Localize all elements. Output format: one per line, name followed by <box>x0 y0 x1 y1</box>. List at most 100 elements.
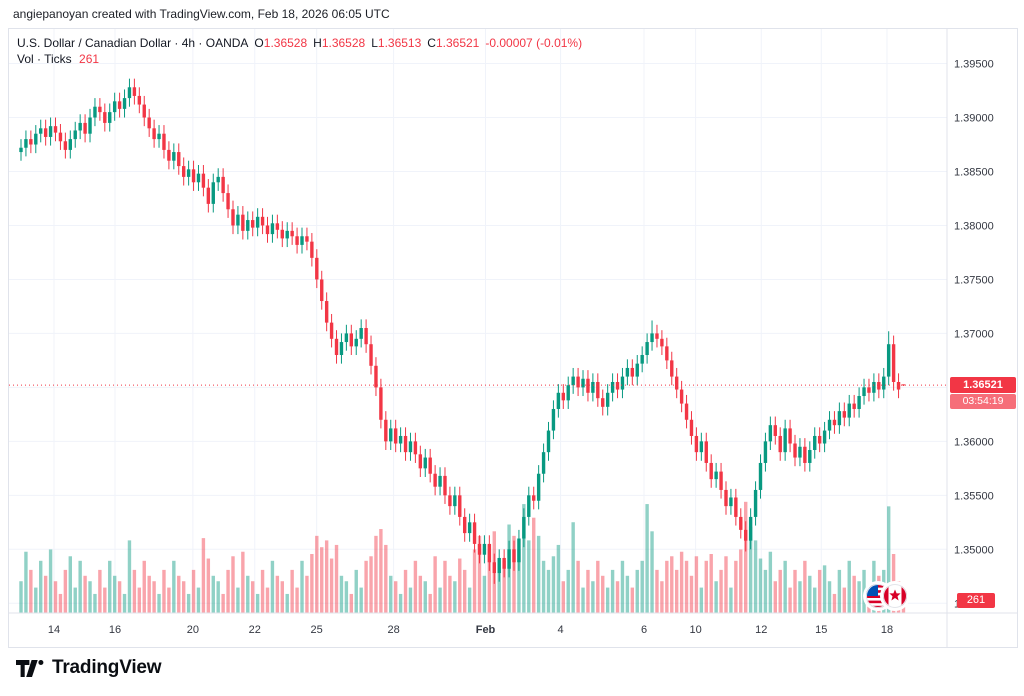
volume-bar <box>581 587 585 613</box>
low-value: 1.36513 <box>377 36 422 50</box>
volume-bar <box>477 535 482 613</box>
volume-bar <box>551 556 556 613</box>
candle-body <box>857 396 861 409</box>
candle-body <box>398 435 403 444</box>
candle-body <box>729 497 733 507</box>
candle-body <box>236 214 240 226</box>
candle-body <box>270 223 275 235</box>
volume-bar <box>472 549 477 613</box>
volume-bar <box>827 581 832 613</box>
candle-body <box>763 441 768 463</box>
candle-body <box>689 419 694 436</box>
candle-body <box>660 338 664 347</box>
close-value: 1.36521 <box>435 36 480 50</box>
volume-bar <box>152 581 156 613</box>
volume-bar <box>73 587 77 613</box>
volume-bar <box>694 556 699 613</box>
volume-bar <box>586 569 590 613</box>
volume-bar <box>522 504 526 613</box>
candle-body <box>448 495 452 507</box>
volume-bar <box>596 560 600 613</box>
volume-bar <box>605 587 610 613</box>
legend-symbol-row[interactable]: U.S. Dollar / Canadian Dollar · 4h · OAN… <box>17 35 582 51</box>
volume-bar <box>265 587 270 613</box>
chart-widget: 1.39500 1.39000 1.38500 1.38000 1.37500 1.370… <box>8 28 1018 648</box>
candle-body <box>714 471 718 480</box>
volume-bar <box>186 593 191 613</box>
volume-bar <box>300 560 304 613</box>
volume-bar <box>344 581 349 613</box>
candle-body <box>265 225 270 235</box>
tradingview-logo-icon[interactable] <box>16 659 45 678</box>
volume-bar <box>270 560 275 613</box>
candle-body <box>788 428 792 444</box>
volume-bar <box>773 581 777 613</box>
change-value: -0.00007 (-0.01%) <box>485 36 583 50</box>
candle-body <box>581 378 585 388</box>
legend-volume-row[interactable]: Vol · Ticks 261 <box>17 51 582 67</box>
candle-body <box>536 473 541 501</box>
volume-bar <box>655 569 659 613</box>
candle-body <box>324 301 329 323</box>
volume-bar <box>886 506 891 613</box>
candle-body <box>211 182 215 204</box>
volume-bar <box>181 581 186 613</box>
volume-bar <box>211 575 215 613</box>
time-axis-label: 20 <box>187 624 199 636</box>
volume-bar <box>463 569 467 613</box>
volume-bar <box>246 575 250 613</box>
candle-body <box>137 95 142 105</box>
candle-body <box>778 435 782 453</box>
volume-bar <box>315 535 319 613</box>
candle-body <box>601 398 605 407</box>
candle-body <box>221 176 225 194</box>
candle-body <box>112 101 117 113</box>
candle-body <box>246 220 250 231</box>
candle-body <box>359 328 363 339</box>
volume-bar <box>137 587 142 613</box>
volume-bar <box>591 581 595 613</box>
candle-body <box>231 209 235 226</box>
chart-canvas[interactable]: 1.39500 1.39000 1.38500 1.38000 1.37500 1.370… <box>9 29 1017 647</box>
candle-body <box>768 425 773 442</box>
candle-body <box>694 435 699 453</box>
volume-bar <box>822 565 827 613</box>
candle-body <box>517 538 521 563</box>
candle-body <box>320 279 324 302</box>
candle-body <box>108 112 112 123</box>
volume-bar <box>177 575 181 613</box>
candle-body <box>724 489 728 507</box>
candle-body <box>127 87 132 99</box>
volume-bar <box>305 575 309 613</box>
candle-body <box>808 449 812 463</box>
candle-body <box>482 543 487 555</box>
tradingview-logo-text[interactable]: TradingView <box>52 657 162 678</box>
volume-bar <box>423 581 427 613</box>
candle-body <box>842 411 847 418</box>
volume-bar <box>142 560 146 613</box>
time-axis-label: 14 <box>48 624 60 636</box>
candle-body <box>393 428 398 444</box>
bar-countdown-badge: 03:54:19 <box>950 394 1016 410</box>
volume-bar <box>541 560 546 613</box>
candle-body <box>610 381 615 393</box>
time-axis-label: 16 <box>109 624 121 636</box>
volume-bar <box>53 581 58 613</box>
candle-body <box>34 133 38 145</box>
candle-body <box>822 430 827 444</box>
volume-bar <box>699 587 704 613</box>
candle-body <box>334 338 339 356</box>
candle-body <box>527 495 531 517</box>
candle-body <box>63 141 68 150</box>
volume-bar <box>398 593 403 613</box>
volume-bar <box>48 549 53 613</box>
price-axis-label: 1.35000 <box>954 544 994 556</box>
volume-bar <box>467 587 472 613</box>
volume-bar <box>566 569 570 613</box>
volume-bar <box>768 551 773 613</box>
candle-body <box>53 126 58 133</box>
volume-bar <box>517 549 521 613</box>
candle-body <box>586 378 590 393</box>
candle-body <box>117 101 122 109</box>
volume-bar <box>546 569 551 613</box>
